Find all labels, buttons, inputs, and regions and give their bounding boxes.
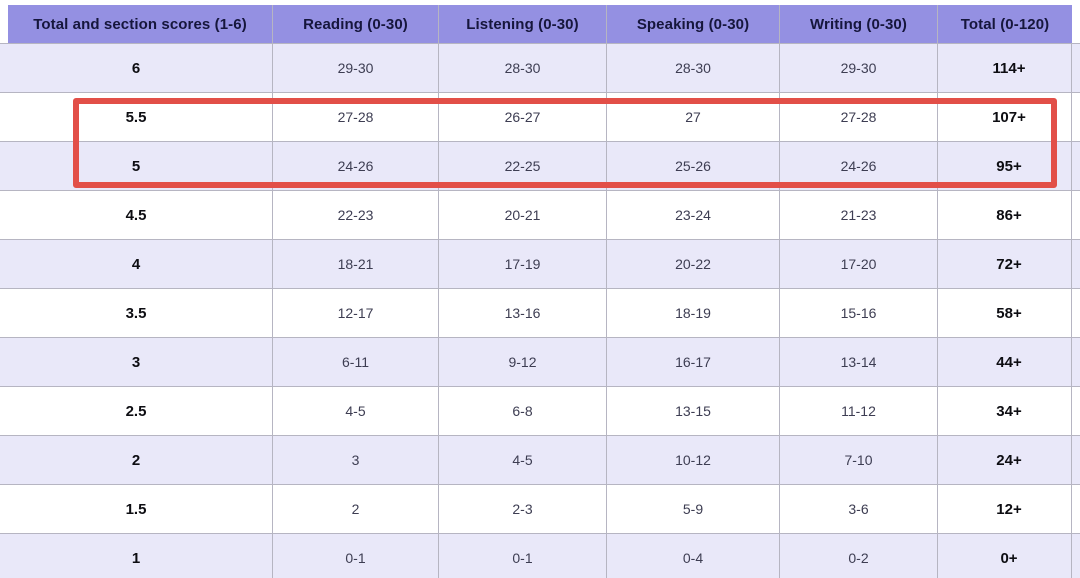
- score-range-cell: 10-12: [607, 436, 780, 484]
- band-score-cell: 1.5: [0, 485, 273, 533]
- total-score-cell: 114+: [938, 43, 1080, 93]
- column-header: Total and section scores (1-6): [8, 5, 273, 43]
- score-range-cell: 0-1: [439, 534, 607, 578]
- score-range-cell: 0-1: [273, 534, 439, 578]
- score-range-cell: 17-19: [439, 240, 607, 288]
- total-score-cell: 12+: [938, 484, 1080, 534]
- score-range-cell: 5-9: [607, 485, 780, 533]
- score-range-cell: 24-26: [780, 142, 938, 190]
- score-range-cell: 18-19: [607, 289, 780, 337]
- total-score-cell: 95+: [938, 141, 1080, 191]
- score-range-cell: 23-24: [607, 191, 780, 239]
- score-range-cell: 0-4: [607, 534, 780, 578]
- total-score-cell: 107+: [938, 92, 1080, 142]
- band-score-cell: 4: [0, 240, 273, 288]
- score-range-cell: 27-28: [780, 93, 938, 141]
- score-range-cell: 17-20: [780, 240, 938, 288]
- table-row: 1.5 2 2-3 5-9 3-6 12+: [0, 484, 1080, 534]
- column-header: Total (0-120): [960, 15, 1050, 33]
- table-row: 3.5 12-17 13-16 18-19 15-16 58+: [0, 288, 1080, 338]
- score-range-cell: 20-22: [607, 240, 780, 288]
- table-row: 1 0-1 0-1 0-4 0-2 0+: [0, 533, 1080, 578]
- score-range-cell: 20-21: [439, 191, 607, 239]
- score-range-cell: 9-12: [439, 338, 607, 386]
- score-range-cell: 25-26: [607, 142, 780, 190]
- column-header: Listening (0-30): [439, 5, 607, 43]
- score-range-cell: 21-23: [780, 191, 938, 239]
- score-range-cell: 22-25: [439, 142, 607, 190]
- highlight-annotation-box: [73, 98, 1057, 188]
- band-score-cell: 2: [0, 436, 273, 484]
- total-score-cell: 24+: [938, 435, 1080, 485]
- score-range-cell: 6-8: [439, 387, 607, 435]
- score-range-cell: 13-15: [607, 387, 780, 435]
- score-range-cell: 11-12: [780, 387, 938, 435]
- table-body: 6 29-30 28-30 28-30 29-30 114+ 5.5 27-28 26-27 27…: [0, 43, 1080, 578]
- band-score-cell: 1: [0, 534, 273, 578]
- table-row: 4.5 22-23 20-21 23-24 21-23 86+: [0, 190, 1080, 240]
- column-header: Speaking (0-30): [607, 5, 780, 43]
- score-range-cell: 22-23: [273, 191, 439, 239]
- total-score-cell: 72+: [938, 239, 1080, 289]
- table-row: 3 6-11 9-12 16-17 13-14 44+: [0, 337, 1080, 387]
- score-range-cell: 15-16: [780, 289, 938, 337]
- band-score-cell: 5.5: [0, 93, 273, 141]
- score-range-cell: 27-28: [273, 93, 439, 141]
- band-score-cell: 3: [0, 338, 273, 386]
- score-range-cell: 3: [273, 436, 439, 484]
- score-range-cell: 13-16: [439, 289, 607, 337]
- table-row: 4 18-21 17-19 20-22 17-20 72+: [0, 239, 1080, 289]
- score-range-cell: 16-17: [607, 338, 780, 386]
- total-score-cell: 86+: [938, 190, 1080, 240]
- table-row: 2 3 4-5 10-12 7-10 24+: [0, 435, 1080, 485]
- score-range-cell: 29-30: [780, 44, 938, 92]
- score-range-cell: 26-27: [439, 93, 607, 141]
- score-range-cell: 2: [273, 485, 439, 533]
- band-score-cell: 2.5: [0, 387, 273, 435]
- score-range-cell: 29-30: [273, 44, 439, 92]
- band-score-cell: 4.5: [0, 191, 273, 239]
- total-score-cell: 58+: [938, 288, 1080, 338]
- total-score-cell: 44+: [938, 337, 1080, 387]
- column-header: Reading (0-30): [273, 5, 439, 43]
- score-range-cell: 28-30: [607, 44, 780, 92]
- score-range-cell: 4-5: [439, 436, 607, 484]
- band-score-cell: 5: [0, 142, 273, 190]
- score-range-cell: 0-2: [780, 534, 938, 578]
- score-range-cell: 13-14: [780, 338, 938, 386]
- score-range-cell: 7-10: [780, 436, 938, 484]
- table-row: 2.5 4-5 6-8 13-15 11-12 34+: [0, 386, 1080, 436]
- score-range-cell: 28-30: [439, 44, 607, 92]
- table-row: 6 29-30 28-30 28-30 29-30 114+: [0, 43, 1080, 93]
- column-header: Writing (0-30): [780, 5, 938, 43]
- table-header-row: Total and section scores (1-6) Reading (0…: [8, 5, 1072, 43]
- total-score-cell: 0+: [938, 533, 1080, 578]
- total-score-cell: 34+: [938, 386, 1080, 436]
- score-range-cell: 27: [607, 93, 780, 141]
- score-range-cell: 18-21: [273, 240, 439, 288]
- score-range-cell: 6-11: [273, 338, 439, 386]
- score-range-cell: 12-17: [273, 289, 439, 337]
- score-range-cell: 3-6: [780, 485, 938, 533]
- score-range-cell: 2-3: [439, 485, 607, 533]
- score-range-cell: 4-5: [273, 387, 439, 435]
- score-range-cell: 24-26: [273, 142, 439, 190]
- band-score-cell: 6: [0, 44, 273, 92]
- band-score-cell: 3.5: [0, 289, 273, 337]
